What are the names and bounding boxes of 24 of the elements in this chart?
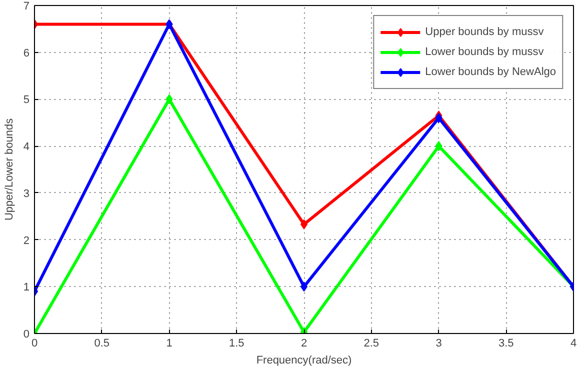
x-tick-label: 2.5: [364, 338, 380, 350]
x-tick-label: 0: [31, 338, 38, 350]
y-axis-title: Upper/Lower bounds: [3, 118, 16, 221]
point: [166, 94, 173, 104]
legend-label: Lower bounds by mussv: [425, 46, 544, 58]
x-tick-label: 3: [436, 338, 442, 350]
y-tick-label: 2: [23, 234, 30, 247]
y-tick-label: 3: [23, 188, 30, 200]
y-tick-label: 5: [23, 94, 30, 106]
x-tick-label: 1.5: [228, 338, 244, 350]
x-tick-label: 4: [570, 338, 577, 350]
legend-label: Lower bounds by NewAlgo: [425, 66, 556, 78]
y-tick-label: 7: [23, 0, 30, 12]
x-tick-label: 0.5: [94, 338, 110, 350]
point: [435, 141, 442, 152]
x-tick-label: 3.5: [498, 338, 514, 350]
y-tick-label: 4: [23, 141, 30, 154]
y-tick-label: 0: [23, 328, 30, 340]
legend-label: Upper bounds by mussv: [425, 26, 544, 38]
y-tick-label: 6: [23, 47, 30, 60]
x-axis-title: Frequency(rad/sec): [256, 354, 352, 366]
y-tick-label: 1: [23, 282, 30, 294]
x-tick-label: 1: [166, 338, 172, 350]
x-tick-label: 2: [300, 338, 308, 350]
